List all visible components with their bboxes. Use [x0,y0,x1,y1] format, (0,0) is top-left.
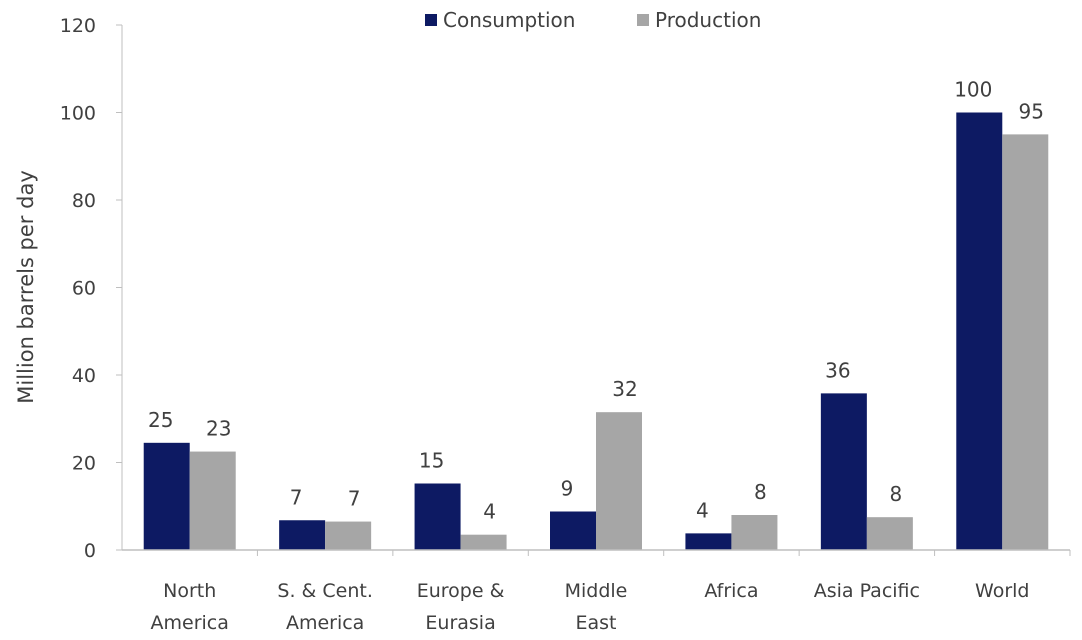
data-label-consumption: 7 [290,485,303,509]
data-label-production: 95 [1019,99,1044,123]
data-label-consumption: 4 [696,498,709,522]
category-label: America [286,612,364,634]
bar-production-3 [596,412,642,550]
bar-consumption-5 [820,393,867,550]
bar-production-2 [460,534,507,550]
y-tick-label: 100 [60,103,96,125]
bar-production-1 [325,521,372,550]
data-labels: 25 23 7 7 15 4 9 32 4 8 36 8 100 95 [148,78,1044,524]
category-label: East [576,612,617,634]
bar-production-4 [731,515,778,550]
category-label: Asia Pacific [814,580,920,602]
y-tick-label: 40 [72,365,96,387]
category-label: World [975,580,1029,602]
y-axis-title: Million barrels per day [14,170,38,403]
data-label-production: 32 [612,377,637,401]
category-label: Europe & [417,580,505,602]
data-label-consumption: 9 [561,477,574,501]
bar-consumption-2 [414,483,461,550]
y-tick-label: 120 [60,15,96,37]
y-tick-label: 80 [72,190,96,212]
y-tick-label: 60 [72,278,96,300]
legend-label-consumption: Consumption [443,8,575,32]
category-label: America [151,612,229,634]
bar-production-0 [189,451,236,550]
bar-consumption-0 [143,442,190,550]
bar-consumption-4 [685,533,732,550]
data-label-consumption: 100 [954,78,992,102]
x-axis-categories: North America S. & Cent. America Europe & Eur… [151,550,1071,634]
bar-production-5 [866,517,913,550]
data-label-production: 8 [754,480,767,504]
category-label: S. & Cent. [277,580,372,602]
data-label-production: 8 [889,482,902,506]
bar-consumption-6 [956,112,1003,550]
data-label-production: 23 [206,417,231,441]
legend-swatch-consumption [425,14,437,26]
y-tick-label: 20 [72,453,96,475]
category-label: North [163,580,216,602]
category-label: Middle [565,580,628,602]
legend-label-production: Production [655,8,761,32]
legend-swatch-production [637,14,649,26]
legend: Consumption Production [425,8,761,32]
bar-consumption-1 [279,520,326,550]
y-axis-ticks: 0 20 40 60 80 100 120 [60,15,123,562]
data-label-production: 7 [348,487,361,511]
bars [143,112,1049,550]
y-tick-label: 0 [84,540,96,562]
bar-production-6 [1002,134,1049,550]
bar-consumption-3 [550,511,596,550]
data-label-consumption: 36 [825,358,850,382]
category-label: Eurasia [425,612,495,634]
data-label-consumption: 25 [148,408,173,432]
data-label-production: 4 [483,500,496,524]
data-label-consumption: 15 [419,449,444,473]
category-label: Africa [704,580,758,602]
